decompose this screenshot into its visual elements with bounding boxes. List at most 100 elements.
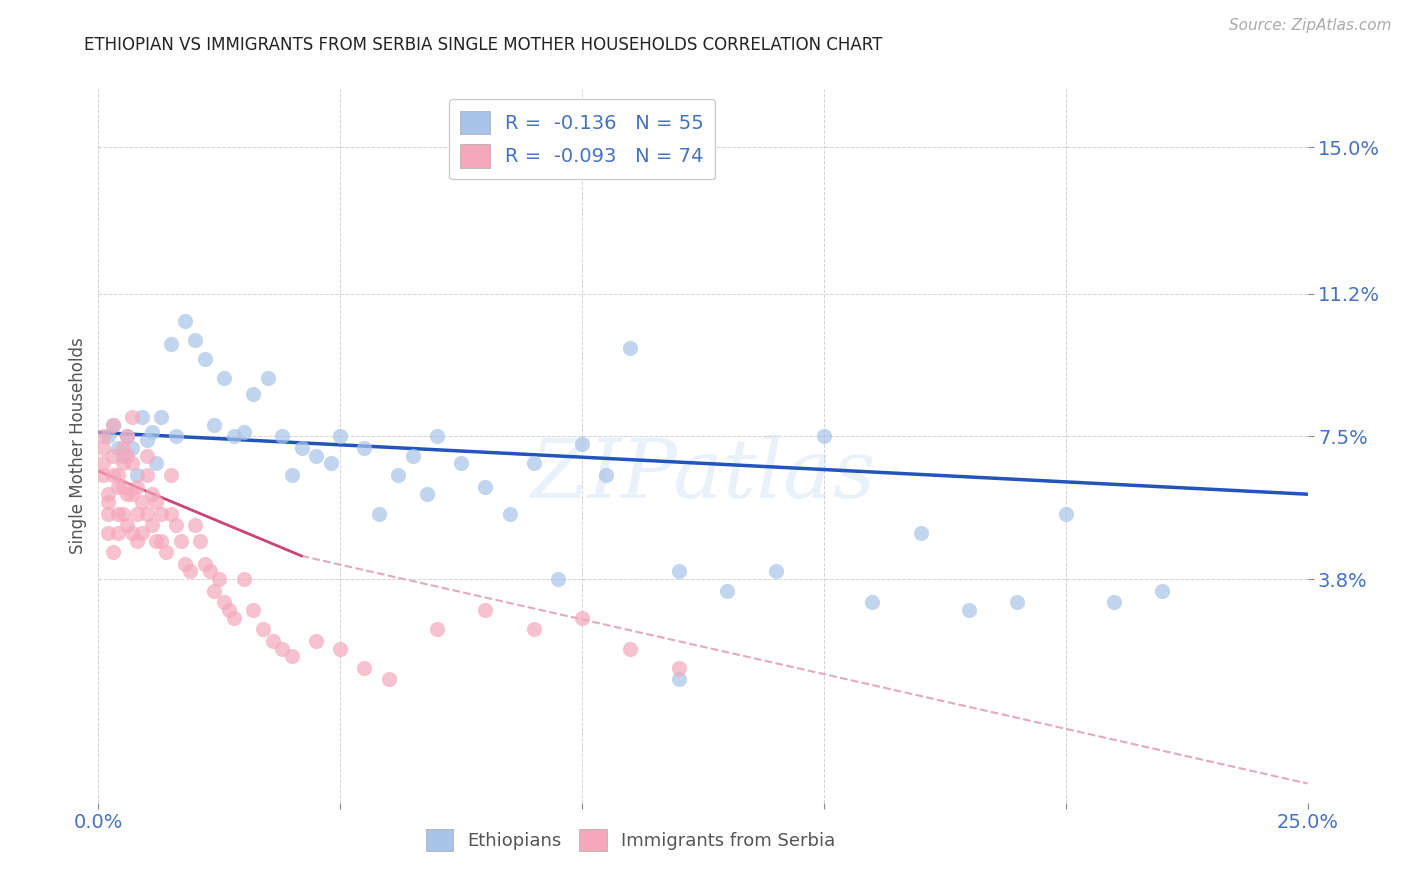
Point <box>111 456 134 470</box>
Point <box>160 336 183 351</box>
Point <box>155 545 177 559</box>
Point <box>150 533 173 548</box>
Point <box>101 417 124 432</box>
Point <box>305 449 328 463</box>
Point <box>281 467 304 482</box>
Point <box>1102 595 1125 609</box>
Point <box>127 507 149 521</box>
Point <box>184 518 207 533</box>
Point <box>212 371 235 385</box>
Point <box>101 417 124 432</box>
Point <box>97 525 120 540</box>
Point <box>174 557 197 571</box>
Point <box>1054 507 1077 521</box>
Point <box>107 467 129 482</box>
Point <box>716 583 738 598</box>
Point <box>150 507 173 521</box>
Point <box>474 603 496 617</box>
Point <box>765 565 787 579</box>
Point <box>117 487 139 501</box>
Point <box>121 441 143 455</box>
Point <box>271 641 294 656</box>
Point <box>184 333 207 347</box>
Point <box>198 565 221 579</box>
Point <box>595 467 617 482</box>
Point <box>619 341 641 355</box>
Point <box>523 456 546 470</box>
Point <box>242 603 264 617</box>
Point <box>141 425 163 440</box>
Point <box>111 449 134 463</box>
Point <box>232 572 254 586</box>
Point <box>474 479 496 493</box>
Point <box>135 467 157 482</box>
Point <box>107 507 129 521</box>
Point <box>426 622 449 636</box>
Legend: Ethiopians, Immigrants from Serbia: Ethiopians, Immigrants from Serbia <box>419 822 842 858</box>
Y-axis label: Single Mother Households: Single Mother Households <box>69 338 87 554</box>
Point <box>523 622 546 636</box>
Point <box>402 449 425 463</box>
Point <box>204 583 226 598</box>
Point <box>107 441 129 455</box>
Point <box>117 429 139 443</box>
Point <box>165 429 187 443</box>
Point <box>450 456 472 470</box>
Point <box>135 507 157 521</box>
Point <box>232 425 254 440</box>
Point <box>179 565 201 579</box>
Point <box>222 429 245 443</box>
Point <box>305 633 328 648</box>
Point <box>281 649 304 664</box>
Point <box>619 641 641 656</box>
Point <box>127 533 149 548</box>
Point <box>416 487 439 501</box>
Point <box>117 449 139 463</box>
Point <box>135 449 157 463</box>
Point <box>150 410 173 425</box>
Point <box>668 565 690 579</box>
Point <box>262 633 284 648</box>
Point <box>141 487 163 501</box>
Point <box>101 467 124 482</box>
Point <box>111 507 134 521</box>
Point <box>135 434 157 448</box>
Point <box>571 437 593 451</box>
Point <box>212 595 235 609</box>
Point <box>160 467 183 482</box>
Point <box>329 641 352 656</box>
Point <box>121 487 143 501</box>
Point <box>1152 583 1174 598</box>
Point <box>117 429 139 443</box>
Text: ZIPatlas: ZIPatlas <box>530 434 876 515</box>
Point <box>165 518 187 533</box>
Point <box>571 610 593 624</box>
Text: Source: ZipAtlas.com: Source: ZipAtlas.com <box>1229 18 1392 33</box>
Point <box>121 525 143 540</box>
Point <box>131 495 153 509</box>
Point <box>121 410 143 425</box>
Point <box>271 429 294 443</box>
Point <box>256 371 278 385</box>
Point <box>426 429 449 443</box>
Point <box>218 603 240 617</box>
Point <box>101 449 124 463</box>
Point <box>910 525 932 540</box>
Point <box>91 441 114 455</box>
Point <box>111 441 134 455</box>
Point <box>169 533 191 548</box>
Point <box>813 429 835 443</box>
Point <box>117 518 139 533</box>
Point <box>145 456 167 470</box>
Point <box>127 479 149 493</box>
Point <box>368 507 391 521</box>
Point <box>188 533 211 548</box>
Point <box>97 429 120 443</box>
Point <box>194 557 217 571</box>
Point <box>91 429 114 443</box>
Point <box>121 456 143 470</box>
Point <box>547 572 569 586</box>
Point <box>174 313 197 327</box>
Point <box>91 467 114 482</box>
Point <box>145 495 167 509</box>
